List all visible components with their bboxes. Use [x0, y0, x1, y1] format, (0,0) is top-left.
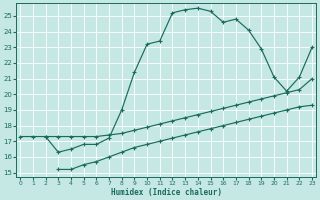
X-axis label: Humidex (Indice chaleur): Humidex (Indice chaleur) — [111, 188, 222, 197]
